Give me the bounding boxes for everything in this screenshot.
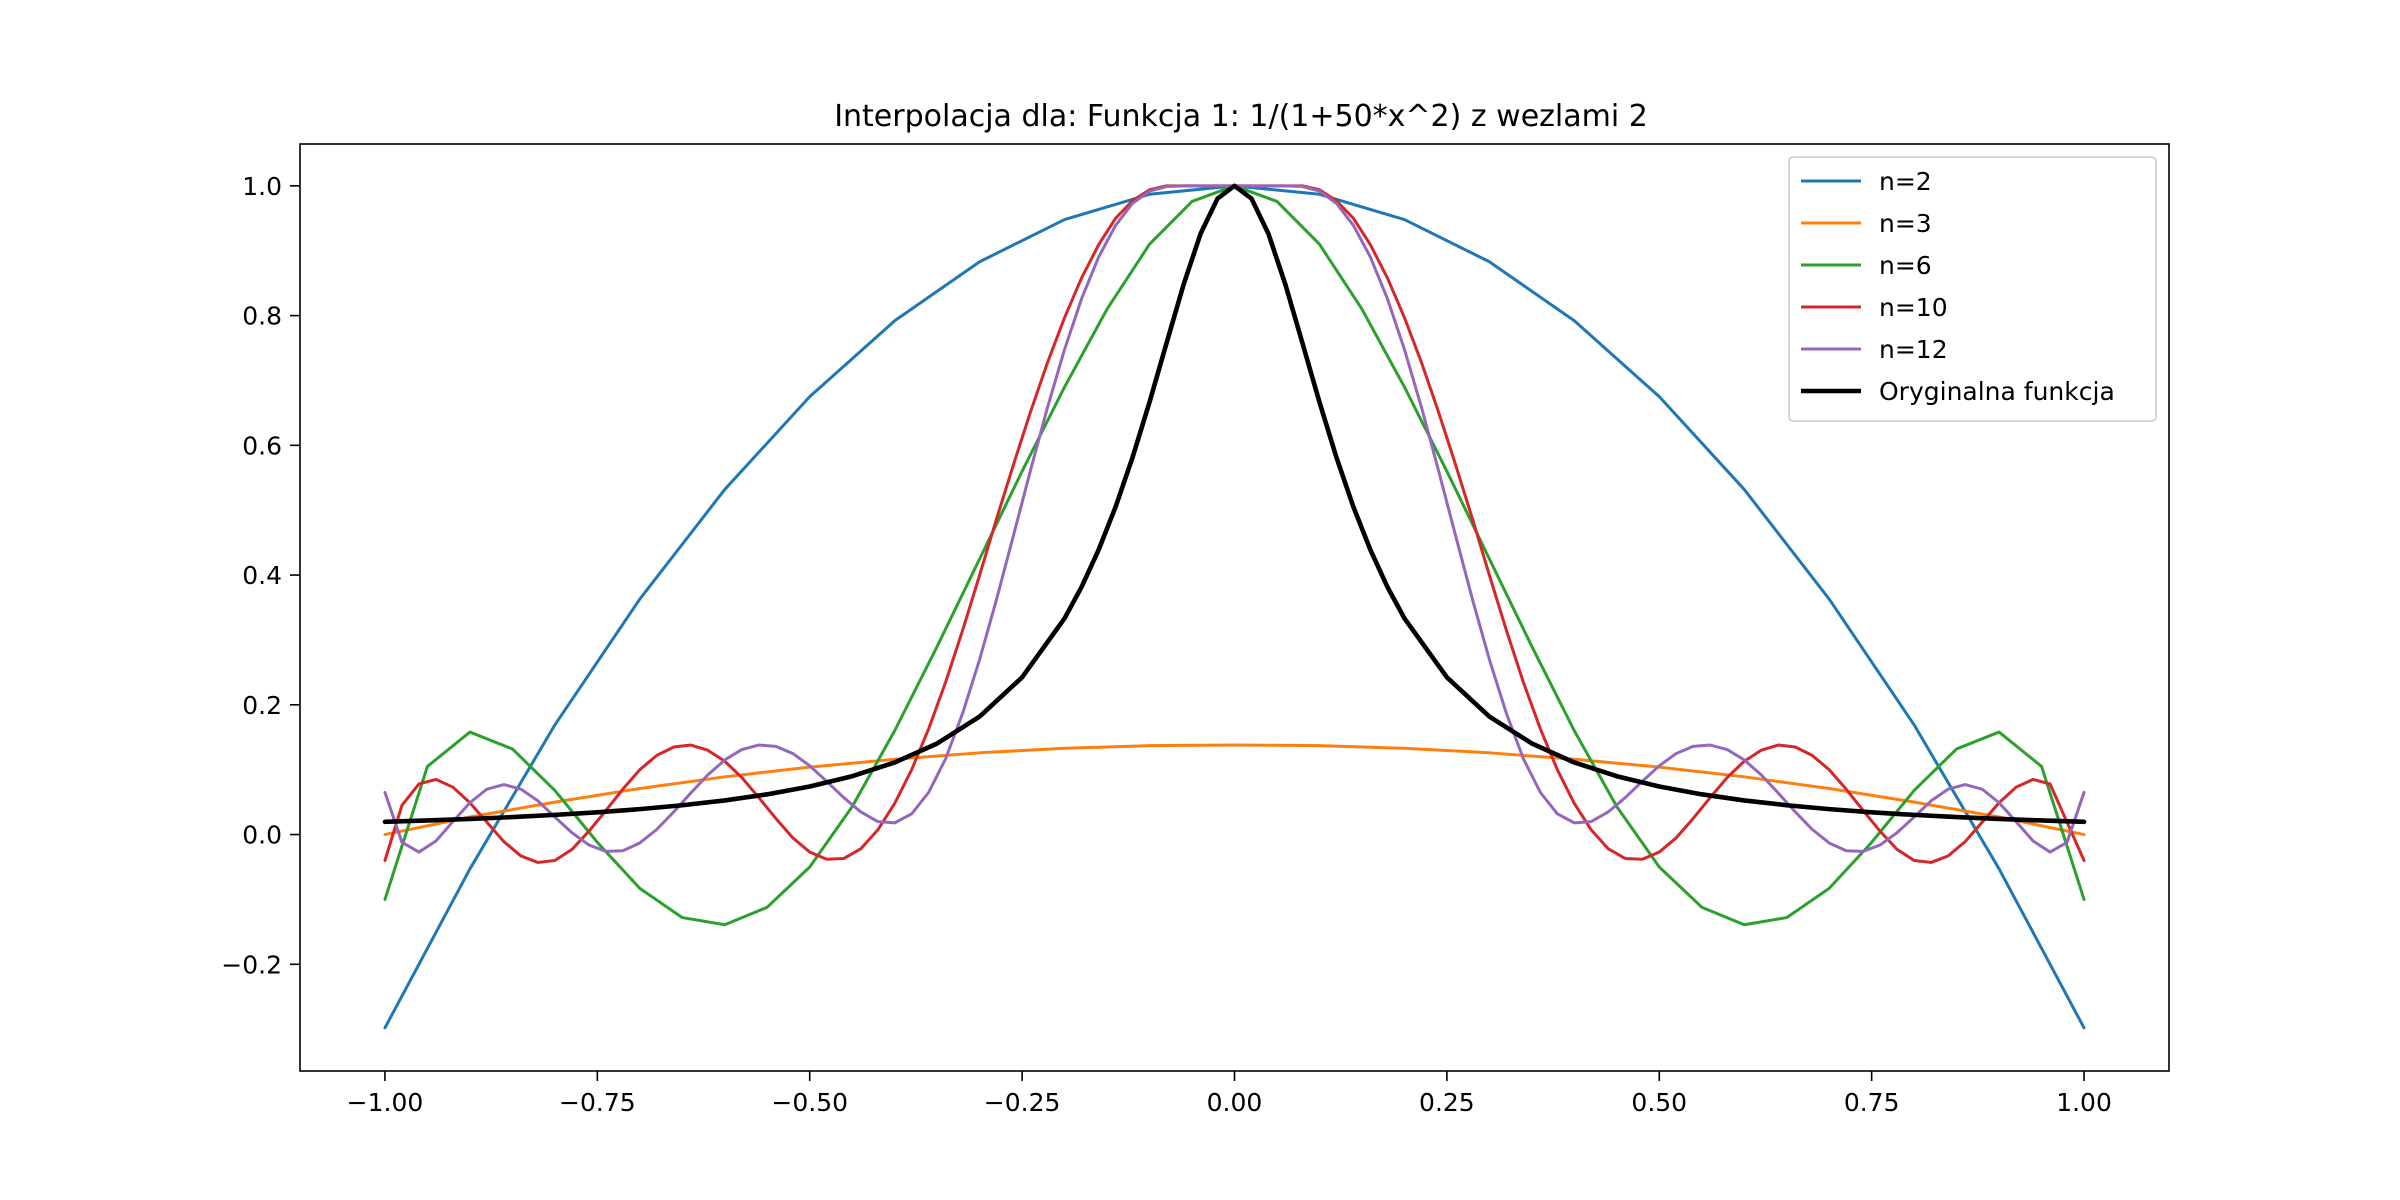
y-tick-label: 0.0: [242, 821, 282, 850]
legend: n=2 n=3 n=6 n=10 n=12 Oryginalna funkcja: [1788, 156, 2157, 422]
x-tick-label: 0.25: [1419, 1088, 1475, 1117]
y-tick-label: 0.8: [242, 302, 282, 331]
y-tick-label: 0.6: [242, 431, 282, 460]
series-line-2: [383, 743, 2086, 837]
x-axis: −1.00 −0.75 −0.50 −0.25 0.00 0.25 0.50 0.75 1.00: [347, 1071, 2112, 1117]
x-tick-label: −0.75: [559, 1088, 636, 1117]
chart-title: Interpolacja dla: Funkcja 1: 1/(1+50*x^2…: [834, 99, 1648, 134]
legend-label: n=3: [1879, 209, 1932, 238]
y-tick-label: 0.2: [242, 691, 282, 720]
legend-box: [1788, 156, 2157, 422]
y-tick-label: −0.2: [221, 950, 282, 979]
x-tick-label: 1.00: [2056, 1088, 2112, 1117]
x-tick-label: 0.75: [1844, 1088, 1900, 1117]
x-tick-label: −0.50: [771, 1088, 848, 1117]
x-tick-label: −1.00: [347, 1088, 424, 1117]
y-tick-label: 1.0: [242, 172, 282, 201]
series-layer: [382, 183, 2087, 1030]
y-axis: −0.2 0.0 0.2 0.4 0.6 0.8 1.0: [221, 172, 300, 979]
legend-label: n=10: [1879, 293, 1948, 322]
series-line-6: [382, 183, 2087, 825]
y-tick-label: 0.4: [242, 561, 282, 590]
x-tick-label: −0.25: [984, 1088, 1061, 1117]
x-tick-label: 0.50: [1631, 1088, 1687, 1117]
legend-label: n=12: [1879, 335, 1948, 364]
legend-label: n=2: [1879, 167, 1932, 196]
x-tick-label: 0.00: [1207, 1088, 1263, 1117]
legend-label: Oryginalna funkcja: [1879, 377, 2115, 406]
legend-label: n=6: [1879, 251, 1932, 280]
